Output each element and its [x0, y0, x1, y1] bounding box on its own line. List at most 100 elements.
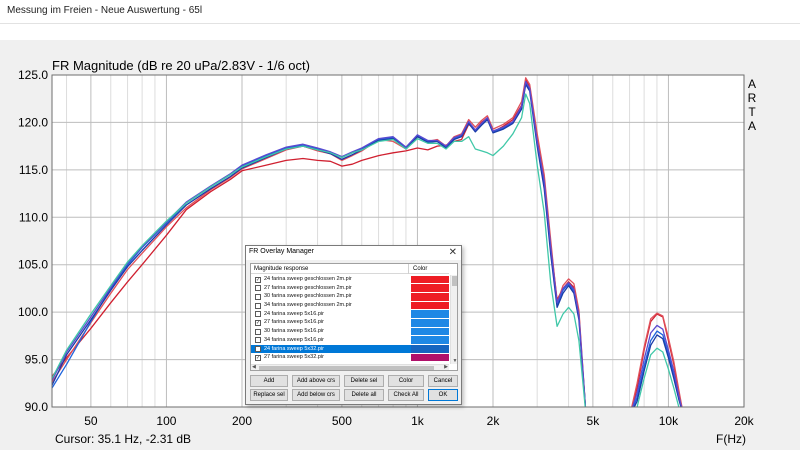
add-above-cursor-button[interactable]: Add above crs — [292, 375, 340, 387]
overlay-list[interactable]: Magnitude response Color ✓ 24 farina swee… — [250, 263, 458, 371]
row-label: 24 farina sweep 5x32.pir — [264, 345, 324, 352]
row-checkbox[interactable] — [255, 337, 261, 344]
x-tick-label: 100 — [156, 414, 176, 428]
row-checkbox[interactable]: ✓ — [255, 354, 261, 361]
list-item[interactable]: 34 farina sweep geschlossen 2m.pir — [251, 301, 449, 310]
row-label: 30 farina sweep 5x16.pir — [264, 328, 324, 335]
y-tick-label: 120.0 — [18, 115, 48, 129]
row-label: 24 farina sweep geschlossen 2m.pir — [264, 276, 352, 282]
row-color-swatch[interactable] — [411, 336, 449, 344]
series-group — [52, 77, 683, 407]
x-tick-label: 5k — [587, 414, 601, 428]
y-tick-label: 125.0 — [18, 68, 48, 82]
y-tick-label: 110.0 — [19, 210, 48, 224]
cursor-readout: Cursor: 35.1 Hz, -2.31 dB — [55, 432, 191, 446]
brand-letter: R — [748, 91, 757, 105]
row-color-swatch[interactable] — [411, 284, 449, 292]
row-checkbox[interactable] — [255, 293, 261, 300]
row-color-swatch[interactable] — [411, 275, 449, 284]
row-color-swatch[interactable] — [411, 310, 449, 318]
x-tick-labels: 50 100 200 500 1k 2k 5k 10k 20k — [84, 414, 754, 428]
row-checkbox[interactable] — [255, 302, 261, 309]
dialog-title: FR Overlay Manager — [249, 248, 314, 255]
hscrollbar-thumb[interactable] — [259, 366, 434, 370]
row-label: 30 farina sweep geschlossen 2m.pir — [264, 293, 352, 300]
row-checkbox[interactable]: ✓ — [255, 319, 261, 326]
row-color-swatch[interactable] — [411, 353, 449, 362]
y-tick-label: 105.0 — [18, 258, 48, 272]
brand-letter: T — [748, 105, 756, 119]
x-axis-label: F(Hz) — [716, 432, 746, 446]
row-checkbox[interactable] — [255, 346, 261, 352]
y-tick-label: 115.0 — [19, 163, 48, 177]
row-color-swatch[interactable] — [411, 345, 449, 353]
scroll-left-icon[interactable]: ◀ — [252, 364, 256, 370]
list-item[interactable]: ✓ 27 farina sweep 5x32.pir — [251, 353, 449, 362]
row-label: 24 farina sweep 5x16.pir — [264, 310, 324, 317]
list-item[interactable]: ✓ 27 farina sweep 5x16.pir — [251, 318, 449, 327]
column-header-color[interactable]: Color — [413, 266, 428, 272]
close-icon[interactable]: ✕ — [448, 247, 457, 258]
y-tick-labels: 125.0 120.0 115.0 110.0 105.0 100.0 95.0 90.0 — [18, 68, 48, 414]
replace-selected-button[interactable]: Replace sel — [250, 389, 288, 401]
x-tick-label: 500 — [332, 414, 352, 428]
overlay-rows: ✓ 24 farina sweep geschlossen 2m.pir 27 fa… — [251, 275, 449, 362]
scroll-down-icon[interactable]: ▼ — [452, 358, 458, 364]
window-title: Messung im Freien - Neue Auswertung - 65… — [7, 5, 203, 16]
row-checkbox[interactable] — [255, 328, 261, 335]
add-button[interactable]: Add — [250, 375, 288, 387]
x-tick-label: 2k — [487, 414, 501, 428]
brand-letter: A — [748, 119, 756, 133]
delete-all-button[interactable]: Delete all — [344, 389, 384, 401]
row-color-swatch[interactable] — [411, 292, 449, 301]
row-label: 34 farina sweep 5x16.pir — [264, 336, 324, 343]
row-color-swatch[interactable] — [411, 301, 449, 310]
cancel-button[interactable]: Cancel — [428, 375, 458, 387]
series-line-4 — [52, 83, 682, 407]
window-titlebar: Messung im Freien - Neue Auswertung - 65… — [0, 0, 800, 24]
color-button[interactable]: Color — [388, 375, 424, 387]
chart-title: FR Magnitude (dB re 20 uPa/2.83V - 1/6 o… — [52, 58, 310, 73]
list-header: Magnitude response Color — [251, 264, 449, 274]
row-label: 27 farina sweep 5x32.pir — [264, 354, 324, 361]
column-header-response[interactable]: Magnitude response — [254, 266, 309, 272]
list-item[interactable]: ✓ 24 farina sweep geschlossen 2m.pir — [251, 275, 449, 284]
scrollbar-thumb[interactable] — [452, 276, 457, 286]
column-separator — [408, 264, 409, 274]
x-tick-label: 50 — [84, 414, 98, 428]
check-all-button[interactable]: Check All — [388, 389, 424, 401]
x-tick-label: 20k — [734, 414, 754, 428]
list-item[interactable]: 24 farina sweep 5x16.pir — [251, 310, 449, 319]
y-tick-label: 95.0 — [25, 353, 49, 367]
list-item[interactable]: 27 farina sweep geschlossen 2m.pir — [251, 284, 449, 293]
row-checkbox[interactable] — [255, 285, 261, 292]
y-tick-label: 100.0 — [18, 305, 48, 319]
series-line-2 — [52, 77, 683, 407]
vertical-scrollbar[interactable]: ▼ — [450, 275, 458, 364]
scroll-right-icon[interactable]: ▶ — [444, 364, 448, 370]
delete-selected-button[interactable]: Delete sel — [344, 375, 384, 387]
row-checkbox[interactable]: ✓ — [255, 276, 261, 283]
x-tick-label: 10k — [659, 414, 679, 428]
series-line-6 — [52, 93, 680, 407]
row-label: 27 farina sweep geschlossen 2m.pir — [264, 284, 352, 291]
ok-button[interactable]: OK — [428, 389, 458, 401]
list-item[interactable]: 24 farina sweep 5x32.pir — [251, 344, 449, 354]
dialog-titlebar: FR Overlay Manager ✕ — [246, 246, 461, 260]
horizontal-scrollbar[interactable]: ◀ ▶ — [251, 364, 449, 370]
y-tick-label: 90.0 — [25, 400, 49, 414]
list-item[interactable]: 30 farina sweep geschlossen 2m.pir — [251, 292, 449, 301]
add-below-cursor-button[interactable]: Add below crs — [292, 389, 340, 401]
row-label: 27 farina sweep 5x16.pir — [264, 319, 324, 326]
x-tick-label: 1k — [411, 414, 425, 428]
list-item[interactable]: 34 farina sweep 5x16.pir — [251, 336, 449, 345]
brand-letter: A — [748, 77, 756, 91]
row-label: 34 farina sweep geschlossen 2m.pir — [264, 302, 352, 309]
row-color-swatch[interactable] — [411, 318, 449, 327]
fr-overlay-manager-dialog: FR Overlay Manager ✕ Magnitude response … — [245, 245, 462, 405]
list-item[interactable]: 30 farina sweep 5x16.pir — [251, 327, 449, 336]
row-checkbox[interactable] — [255, 311, 261, 318]
row-color-swatch[interactable] — [411, 327, 449, 336]
series-line-5 — [52, 80, 683, 407]
